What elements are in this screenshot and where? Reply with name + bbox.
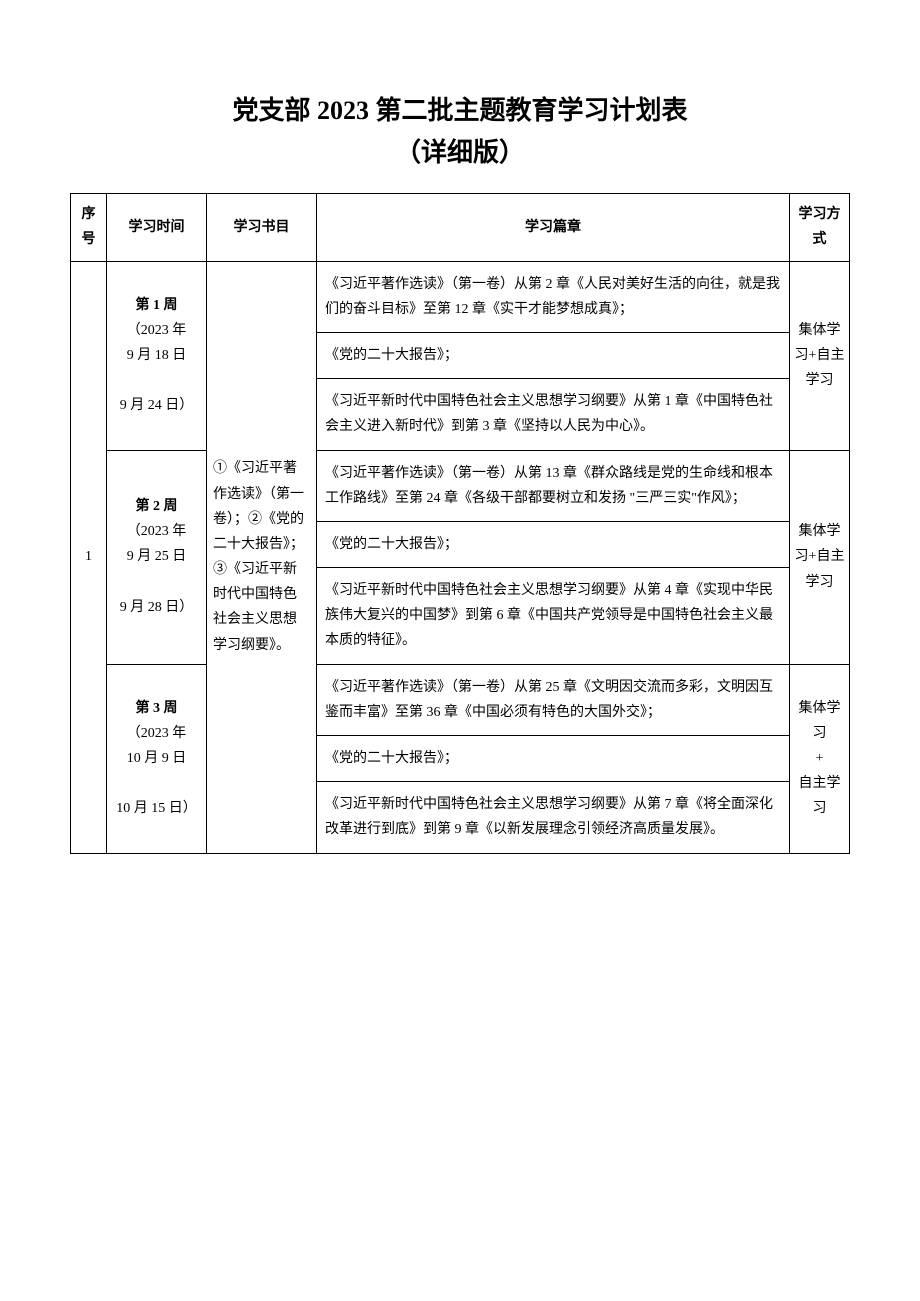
chapter-cell: 《习近平新时代中国特色社会主义思想学习纲要》从第 4 章《实现中华民族伟大复兴的… (317, 568, 790, 665)
time-cell-week3: 第 3 周 （2023 年 10 月 9 日 10 月 15 日） (107, 664, 207, 853)
table-row: 第 2 周 （2023 年 9 月 25 日 9 月 28 日） 《习近平著作选… (71, 450, 850, 521)
week-label: 第 1 周 (136, 298, 178, 313)
table-row: 第 3 周 （2023 年 10 月 9 日 10 月 15 日） 《习近平著作… (71, 664, 850, 735)
date-line: 9 月 18 日 (111, 343, 202, 368)
header-mode: 学习方式 (790, 194, 850, 261)
chapter-cell: 《习近平著作选读》（第一卷）从第 2 章《人民对美好生活的向往，就是我们的奋斗目… (317, 261, 790, 332)
page: 党支部 2023 第二批主题教育学习计划表 （详细版） 序号 学习时间 学习书目… (0, 0, 920, 894)
document-title: 党支部 2023 第二批主题教育学习计划表 （详细版） (70, 90, 850, 173)
mode-cell-week3: 集体学习 + 自主学习 (790, 664, 850, 853)
header-book: 学习书目 (207, 194, 317, 261)
header-time: 学习时间 (107, 194, 207, 261)
chapter-cell: 《习近平著作选读》（第一卷）从第 13 章《群众路线是党的生命线和根本工作路线》… (317, 450, 790, 521)
title-line-2: （详细版） (70, 132, 850, 174)
chapter-cell: 《习近平新时代中国特色社会主义思想学习纲要》从第 7 章《将全面深化改革进行到底… (317, 782, 790, 853)
mode-line: 自主学习 (794, 771, 845, 821)
mode-cell-week1: 集体学习+自主学习 (790, 261, 850, 450)
chapter-cell: 《习近平新时代中国特色社会主义思想学习纲要》从第 1 章《中国特色社会主义进入新… (317, 379, 790, 450)
date-line: （2023 年 (111, 519, 202, 544)
chapter-cell: 《党的二十大报告》； (317, 332, 790, 378)
date-line: （2023 年 (111, 318, 202, 343)
date-line: 10 月 9 日 (111, 746, 202, 771)
chapter-cell: 《党的二十大报告》； (317, 521, 790, 567)
date-line: 9 月 28 日） (111, 595, 202, 620)
week-label: 第 3 周 (136, 701, 178, 716)
plan-table: 序号 学习时间 学习书目 学习篇章 学习方式 1 第 1 周 （2023 年 9… (70, 193, 850, 853)
week-label: 第 2 周 (136, 499, 178, 514)
date-gap (111, 570, 202, 595)
header-seq: 序号 (71, 194, 107, 261)
time-cell-week1: 第 1 周 （2023 年 9 月 18 日 9 月 24 日） (107, 261, 207, 450)
header-chapter: 学习篇章 (317, 194, 790, 261)
date-line: 9 月 24 日） (111, 393, 202, 418)
date-gap (111, 368, 202, 393)
date-gap (111, 771, 202, 796)
date-line: （2023 年 (111, 721, 202, 746)
date-line: 9 月 25 日 (111, 544, 202, 569)
table-header-row: 序号 学习时间 学习书目 学习篇章 学习方式 (71, 194, 850, 261)
seq-cell: 1 (71, 261, 107, 853)
chapter-cell: 《习近平著作选读》（第一卷）从第 25 章《文明因交流而多彩，文明因互鉴而丰富》… (317, 664, 790, 735)
chapter-cell: 《党的二十大报告》； (317, 736, 790, 782)
book-cell: ①《习近平著作选读》（第一卷）；②《党的二十大报告》；③《习近平新时代中国特色社… (207, 261, 317, 853)
time-cell-week2: 第 2 周 （2023 年 9 月 25 日 9 月 28 日） (107, 450, 207, 664)
table-row: 1 第 1 周 （2023 年 9 月 18 日 9 月 24 日） ①《习近平… (71, 261, 850, 332)
title-line-1: 党支部 2023 第二批主题教育学习计划表 (70, 90, 850, 132)
mode-line: + (794, 746, 845, 771)
date-line: 10 月 15 日） (111, 796, 202, 821)
mode-cell-week2: 集体学习+自主学习 (790, 450, 850, 664)
mode-line: 集体学习 (794, 696, 845, 746)
